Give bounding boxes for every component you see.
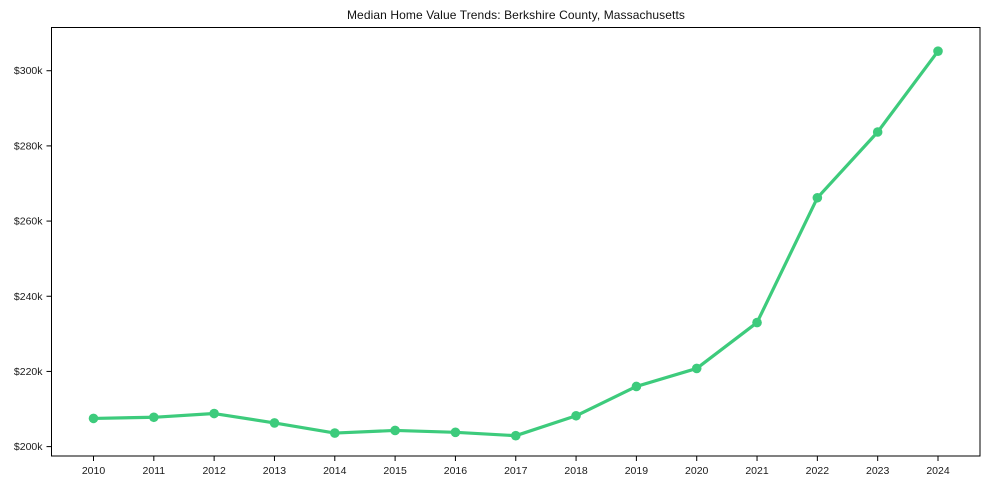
data-point-2010 [88,413,99,424]
data-point-2015 [390,425,400,436]
y-tick-label: $300k [14,65,43,77]
line-series [91,49,940,438]
data-point-2017 [510,430,521,441]
x-tick-label: 2012 [202,465,226,477]
data-point-2024 [933,46,943,56]
data-point-2018 [571,410,581,421]
x-tick-label: 2021 [745,465,769,477]
data-point-2020 [691,363,702,374]
y-tick-label: $280k [14,140,43,152]
data-point-2022 [812,192,823,203]
x-tick-label: 2019 [625,465,649,477]
x-tick-label: 2017 [504,465,528,477]
y-tick-label: $220k [14,366,43,378]
data-point-2014 [329,428,340,438]
x-tick-label: 2011 [143,465,166,477]
y-tick-label: $240k [14,291,43,303]
x-tick-label: 2020 [685,465,709,477]
x-tick-label: 2022 [806,465,830,477]
plot-border [51,27,981,457]
y-tick-label: $200k [14,441,43,453]
data-point-2011 [149,412,159,423]
x-tick-label: 2024 [926,465,950,477]
data-point-2023 [872,127,883,137]
x-tick-label: 2014 [323,465,347,477]
x-tick-label: 2023 [866,465,890,477]
y-tick-label: $260k [14,216,43,228]
data-point-2012 [209,408,219,419]
x-tick-label: 2015 [383,465,407,477]
data-point-2021 [752,317,762,328]
x-tick-label: 2018 [564,465,588,477]
data-point-2016 [450,427,461,438]
data-point-2013 [269,418,280,428]
data-point-2019 [631,381,642,392]
x-tick-label: 2013 [263,465,287,477]
chart-title: Median Home Value Trends: Berkshire Coun… [346,8,686,22]
x-tick-label: 2010 [82,465,106,477]
x-tick-label: 2016 [444,465,468,477]
